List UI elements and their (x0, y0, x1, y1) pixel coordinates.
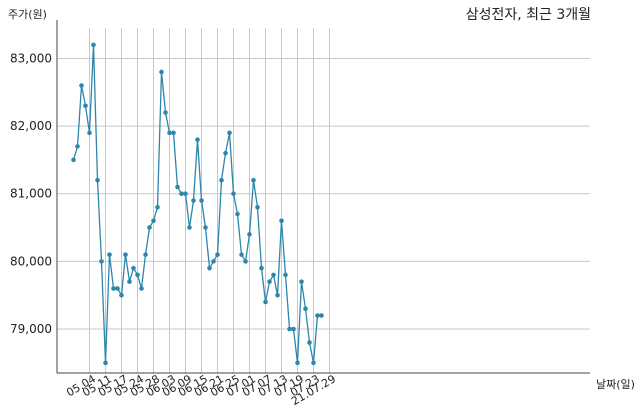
data-point (135, 272, 140, 278)
data-point (211, 259, 216, 264)
data-point (155, 204, 160, 210)
y-tick-label: 80,000 (10, 254, 52, 268)
data-point (111, 286, 116, 291)
data-point (259, 265, 264, 271)
data-point (267, 279, 272, 284)
data-point (315, 313, 320, 318)
data-point (287, 326, 292, 332)
data-point (227, 130, 232, 136)
data-point (271, 272, 276, 278)
data-point (79, 83, 84, 88)
x-tick-labels: 05.0405.1105.1705.2405.2806.0306.0906.15… (64, 372, 338, 408)
data-point (95, 177, 100, 183)
data-point (207, 265, 212, 271)
grid-lines (57, 28, 590, 373)
data-point (243, 259, 248, 264)
data-point (139, 286, 144, 291)
y-tick-label: 79,000 (10, 322, 52, 336)
data-point (251, 177, 256, 183)
data-point (307, 340, 312, 345)
data-point (219, 177, 224, 183)
data-point (311, 360, 316, 366)
data-point (215, 252, 220, 257)
data-point (83, 103, 88, 109)
data-point (151, 218, 156, 224)
data-point (231, 191, 236, 197)
data-point (275, 292, 280, 298)
axes (56, 20, 590, 374)
data-point (239, 252, 244, 257)
data-point (119, 292, 124, 298)
data-point (91, 42, 96, 48)
data-point (87, 130, 92, 136)
data-point (175, 184, 180, 190)
y-tick-labels: 79,000 80,000 81,000 82,000 83,000 (10, 51, 52, 336)
data-point (303, 306, 308, 312)
data-point (199, 198, 204, 203)
data-point (279, 218, 284, 224)
x-axis-label: 날짜(일) (596, 377, 635, 391)
y-tick-label: 83,000 (10, 51, 52, 65)
data-point (263, 299, 268, 305)
data-point (187, 225, 192, 230)
data-point (247, 232, 252, 237)
data-point (255, 204, 260, 210)
data-point (195, 137, 200, 142)
data-point (283, 272, 288, 278)
data-point (299, 279, 304, 284)
data-point (223, 150, 228, 156)
data-point (75, 144, 80, 149)
data-point (71, 157, 76, 163)
y-axis-label: 주가(원) (8, 8, 47, 21)
data-point (171, 130, 176, 136)
data-point (203, 225, 208, 230)
y-tick-label: 81,000 (10, 187, 52, 201)
data-point (143, 252, 148, 257)
data-point (123, 252, 128, 257)
data-point (103, 360, 108, 366)
data-point (235, 211, 240, 217)
data-point (127, 279, 132, 284)
data-point (319, 313, 324, 318)
data-point (191, 198, 196, 203)
chart-title: 삼성전자, 최근 3개월 (466, 7, 591, 23)
data-points (71, 42, 324, 366)
y-tick-label: 82,000 (10, 119, 52, 133)
data-point (295, 360, 300, 366)
data-point (99, 259, 104, 264)
data-point (159, 69, 164, 75)
data-point (147, 225, 152, 230)
data-point (107, 252, 112, 257)
data-point (183, 191, 188, 197)
data-point (291, 326, 296, 332)
data-point (167, 130, 172, 136)
series-line (72, 44, 322, 364)
data-point (131, 265, 136, 271)
data-point (115, 286, 120, 291)
data-point (163, 110, 168, 115)
data-point (179, 191, 184, 197)
